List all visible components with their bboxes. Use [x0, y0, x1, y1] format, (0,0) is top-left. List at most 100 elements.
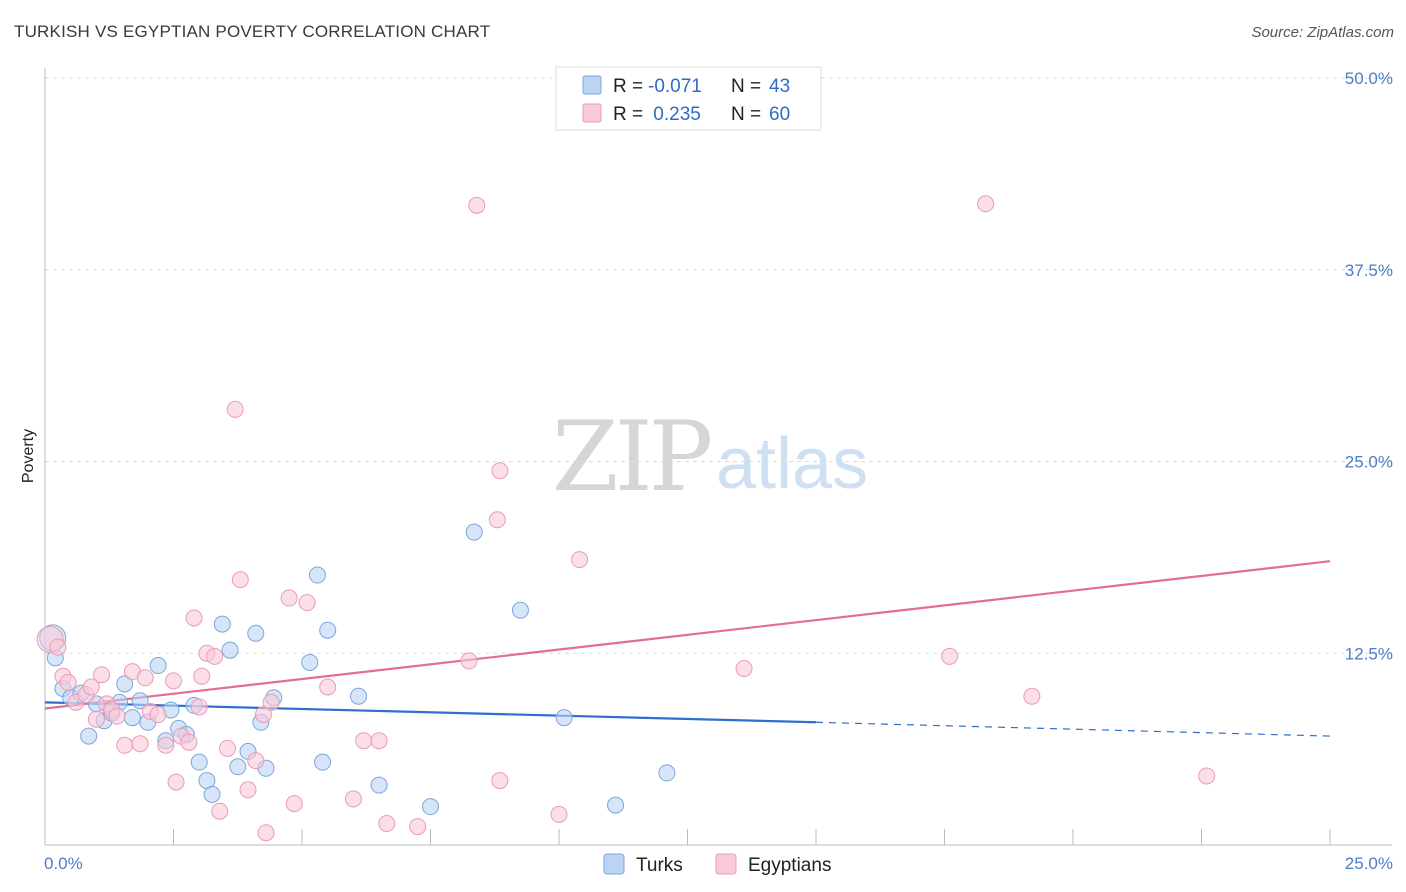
turk-point [465, 523, 483, 541]
egypt-point [165, 672, 182, 690]
egypt-point [226, 400, 244, 418]
data-points [36, 195, 1216, 842]
y-axis-label: Poverty [20, 429, 37, 483]
watermark-zip: ZIP [552, 401, 711, 513]
y-tick-label-2: 37.5% [1345, 261, 1393, 280]
egyptians-r-value: 0.235 [648, 104, 701, 125]
egypt-point [136, 669, 154, 687]
turk-point [131, 692, 149, 710]
egypt-point [344, 790, 362, 808]
egypt-point [285, 795, 303, 813]
turks-trendline-extension [815, 721, 1331, 737]
legend-egyptians-swatch [715, 853, 737, 875]
turk-point [190, 753, 208, 771]
egypt-point [231, 571, 249, 589]
chart-title: TURKISH VS EGYPTIAN POVERTY CORRELATION … [14, 22, 491, 41]
egypt-point [550, 805, 568, 823]
egypt-point [185, 609, 203, 627]
legend-turks-swatch [603, 853, 625, 875]
turk-point [247, 624, 265, 642]
egypt-point [409, 818, 427, 836]
egypt-point [735, 660, 753, 678]
turk-point [511, 601, 529, 619]
egypt-point [319, 678, 337, 696]
turks-r-value: -0.071 [648, 76, 702, 97]
turk-point [370, 776, 388, 794]
egypt-point [116, 736, 134, 754]
egypt-point [1198, 767, 1216, 785]
egypt-point [941, 647, 959, 665]
axes [44, 68, 1392, 846]
egypt-point [262, 693, 280, 711]
egypt-point [355, 732, 373, 750]
egypt-point [370, 732, 388, 750]
egyptians-n-label: N = [731, 104, 761, 125]
egypt-point [257, 824, 275, 842]
turk-point [123, 709, 141, 727]
turk-point [229, 758, 247, 776]
turk-point [301, 653, 319, 671]
chart-source: Source: ZipAtlas.com [1251, 24, 1394, 41]
turks-n-value: 43 [769, 76, 790, 97]
egypt-point [131, 735, 149, 753]
egypt-point [254, 706, 272, 724]
turk-point [221, 641, 239, 659]
legend-egyptians-label: Egyptians [748, 855, 831, 876]
turk-point [213, 615, 231, 633]
turk-point [308, 566, 326, 584]
turk-point [607, 796, 625, 814]
turk-point [422, 798, 439, 816]
turk-point [116, 675, 134, 693]
turk-point [314, 753, 332, 771]
grid-lines [45, 77, 1392, 654]
egypt-point [488, 511, 506, 529]
egypt-point [108, 707, 126, 725]
turks-n-label: N = [731, 76, 761, 97]
y-tick-labels: 12.5% 25.0% 37.5% 50.0% [1345, 69, 1393, 663]
egypt-point [378, 815, 396, 833]
egypt-point [298, 594, 316, 612]
egypt-point [93, 666, 111, 684]
stats-legend: R = -0.071 N = 43 R = 0.235 N = 60 [555, 66, 822, 131]
egyptians-trendline [44, 560, 1331, 710]
x-tick-label-0: 0.0% [44, 854, 83, 873]
egypt-point [977, 195, 995, 213]
turk-point [80, 727, 98, 745]
egypt-point [82, 678, 100, 696]
series-legend: Turks Egyptians [603, 853, 831, 876]
egypt-point [239, 781, 257, 799]
x-tick-labels: 0.0% 25.0% [44, 854, 1393, 873]
egypt-point [1023, 687, 1041, 705]
turk-point [319, 621, 337, 639]
turk-point [555, 709, 573, 727]
egypt-point [59, 673, 77, 691]
egypt-point [491, 462, 509, 480]
egypt-point [193, 667, 211, 685]
x-tick-label-1: 25.0% [1345, 854, 1393, 873]
watermark-atlas: atlas [716, 424, 868, 504]
turks-r-label: R = [613, 76, 643, 97]
egypt-point [468, 196, 486, 214]
egypt-point [180, 733, 198, 751]
turk-point [149, 657, 167, 675]
y-tick-label-1: 25.0% [1345, 453, 1393, 472]
egypt-point [190, 698, 208, 716]
y-tick-label-3: 50.0% [1345, 69, 1393, 88]
egypt-point [206, 647, 224, 665]
legend-turks-label: Turks [636, 855, 683, 876]
egyptians-swatch [582, 103, 602, 123]
egyptians-r-label: R = [613, 104, 643, 125]
egypt-point [280, 589, 298, 607]
egypt-point [149, 706, 167, 724]
egypt-point [491, 772, 509, 790]
egypt-point [87, 710, 105, 728]
turk-point [203, 785, 221, 803]
turk-point [350, 687, 368, 705]
egyptians-n-value: 60 [769, 104, 790, 125]
turk-point [658, 764, 676, 782]
egypt-point [167, 773, 185, 791]
egypt-point [571, 551, 589, 569]
egypt-point [460, 652, 478, 670]
egypt-point [49, 638, 67, 656]
